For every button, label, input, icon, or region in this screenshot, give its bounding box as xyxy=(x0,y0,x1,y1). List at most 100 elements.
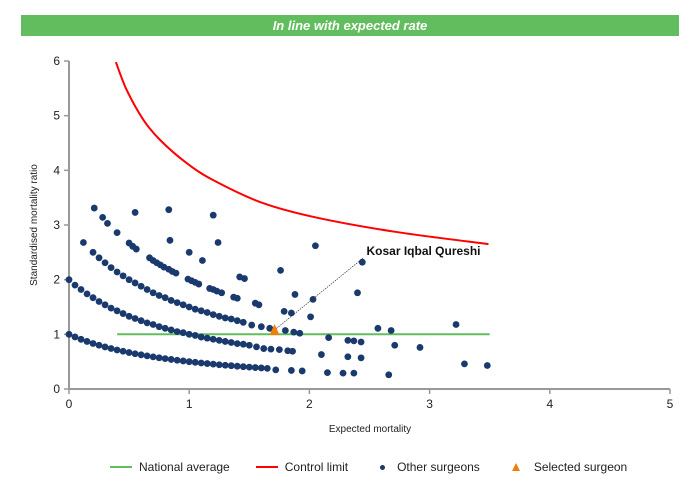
control-limit-line xyxy=(114,61,489,246)
other-surgeon-point xyxy=(339,369,347,377)
other-surgeon-point xyxy=(203,309,211,316)
red-line-icon xyxy=(255,466,278,468)
other-surgeon-point xyxy=(277,266,284,274)
x-tick-label: 3 xyxy=(426,397,433,411)
other-surgeon-point xyxy=(132,245,140,253)
legend-label: Selected surgeon xyxy=(533,460,628,474)
other-surgeon-point xyxy=(280,307,288,315)
other-surgeon-point xyxy=(95,298,103,305)
other-surgeon-point xyxy=(113,346,121,354)
other-surgeon-point xyxy=(99,213,107,221)
legend-control-limit: Control limit xyxy=(255,460,348,474)
other-surgeon-point xyxy=(101,259,109,267)
other-surgeon-point xyxy=(95,341,103,349)
other-surgeon-point xyxy=(357,338,365,346)
other-surgeon-point xyxy=(83,338,91,345)
status-banner: In line with expected rate xyxy=(21,15,679,36)
other-surgeon-point xyxy=(119,310,127,317)
other-surgeon-point xyxy=(167,297,175,304)
other-surgeon-point xyxy=(113,229,121,237)
other-surgeon-point xyxy=(416,344,424,351)
other-surgeon-point xyxy=(260,345,268,352)
other-surgeon-point xyxy=(289,347,296,355)
other-surgeon-point xyxy=(179,301,187,309)
other-surgeon-point xyxy=(199,257,206,264)
green-line-icon xyxy=(110,466,132,468)
other-surgeon-point xyxy=(131,350,139,358)
other-surgeon-point xyxy=(291,291,299,298)
other-surgeon-point xyxy=(195,280,203,288)
other-surgeon-point xyxy=(90,204,98,212)
other-surgeon-point xyxy=(263,364,271,372)
other-surgeon-point xyxy=(385,371,393,379)
other-surgeon-point xyxy=(167,326,175,334)
other-surgeon-point xyxy=(65,276,73,284)
legend: National average Control limit Other sur… xyxy=(110,460,653,474)
other-surgeon-point xyxy=(248,321,256,329)
other-surgeon-point xyxy=(387,327,395,334)
other-surgeon-point xyxy=(191,332,199,339)
other-surgeon-point xyxy=(214,239,222,246)
legend-selected-surgeon: Selected surgeon xyxy=(506,460,627,474)
other-surgeon-point xyxy=(452,321,460,328)
other-surgeon-point xyxy=(233,340,241,348)
x-tick-label: 5 xyxy=(667,397,674,411)
other-surgeon-point xyxy=(209,360,217,368)
other-surgeon-point xyxy=(483,362,491,369)
other-surgeon-point xyxy=(165,206,173,214)
other-surgeon-point xyxy=(298,367,306,375)
other-surgeon-point xyxy=(325,334,333,342)
other-surgeon-point xyxy=(185,330,193,338)
other-surgeon-point xyxy=(209,211,217,219)
other-surgeon-point xyxy=(324,369,331,376)
other-surgeon-point xyxy=(227,339,235,346)
other-surgeon-point xyxy=(391,341,399,349)
other-surgeon-point xyxy=(119,347,127,355)
other-surgeon-point xyxy=(215,336,223,344)
other-surgeon-point xyxy=(143,319,151,327)
selected-surgeon-point xyxy=(269,323,280,335)
other-surgeon-point xyxy=(221,338,229,345)
other-surgeon-point xyxy=(221,314,229,322)
other-surgeon-point xyxy=(149,289,157,297)
x-tick-label: 4 xyxy=(546,397,553,411)
funnel-plot: 0 1 2 3 4 5 0 1 2 3 4 5 6 Expected mortality Standar… xyxy=(29,54,674,435)
other-surgeon-point xyxy=(191,305,199,313)
legend-other-surgeons: Other surgeons xyxy=(374,460,480,474)
other-surgeon-point xyxy=(77,286,85,293)
other-surgeon-point xyxy=(185,248,193,256)
other-surgeon-point xyxy=(89,294,97,302)
x-tick-label: 2 xyxy=(306,397,313,411)
other-surgeon-point xyxy=(197,333,205,341)
other-surgeon-point xyxy=(125,349,133,356)
other-surgeon-point xyxy=(95,254,103,262)
other-surgeon-point xyxy=(241,275,248,282)
other-surgeon-point xyxy=(65,330,73,338)
other-surgeon-point xyxy=(233,317,241,325)
other-surgeon-point xyxy=(173,356,181,364)
other-surgeon-point xyxy=(137,351,145,359)
other-surgeon-point xyxy=(131,315,139,322)
other-surgeon-point xyxy=(166,236,174,244)
other-surgeon-point xyxy=(233,362,241,370)
other-surgeon-point xyxy=(161,294,169,302)
other-surgeon-point xyxy=(227,315,235,323)
other-surgeon-point xyxy=(245,363,253,371)
other-surgeon-point xyxy=(253,343,260,351)
other-surgeon-point xyxy=(173,328,181,335)
other-surgeon-point xyxy=(350,369,358,377)
legend-label: Other surgeons xyxy=(397,460,480,474)
x-tick-label: 1 xyxy=(186,397,193,411)
other-surgeon-point xyxy=(137,317,145,325)
other-surgeon-point xyxy=(155,292,163,299)
other-surgeon-point xyxy=(318,351,325,358)
other-surgeon-point xyxy=(221,361,229,369)
other-surgeon-point xyxy=(287,309,295,317)
other-surgeon-point xyxy=(209,311,217,319)
other-surgeon-point xyxy=(239,340,247,348)
selected-surgeon-label: Kosar Iqbal Qureshi xyxy=(366,244,480,258)
other-surgeon-point xyxy=(215,361,223,369)
other-surgeon-point xyxy=(197,359,205,367)
other-surgeon-point xyxy=(107,345,115,352)
y-tick-label: 4 xyxy=(53,163,60,177)
